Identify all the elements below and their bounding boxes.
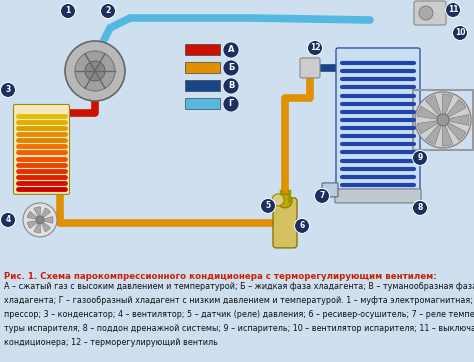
Text: В: В bbox=[228, 81, 234, 90]
Circle shape bbox=[419, 6, 433, 20]
Text: 6: 6 bbox=[300, 222, 305, 230]
Bar bbox=[185, 45, 220, 55]
Circle shape bbox=[272, 194, 284, 206]
Wedge shape bbox=[426, 95, 443, 120]
Text: 4: 4 bbox=[5, 215, 10, 224]
Text: 1: 1 bbox=[65, 7, 71, 16]
Bar bbox=[185, 98, 220, 109]
Text: прессор; 3 – конденсатор; 4 – вентилятор; 5 – датчик (реле) давления; 6 – ресиве: прессор; 3 – конденсатор; 4 – вентилятор… bbox=[4, 310, 474, 319]
Text: Б: Б bbox=[228, 63, 234, 72]
Bar bbox=[185, 63, 220, 73]
Circle shape bbox=[278, 194, 292, 208]
Text: 2: 2 bbox=[105, 7, 110, 16]
Wedge shape bbox=[417, 120, 443, 134]
Text: 11: 11 bbox=[448, 5, 458, 14]
Wedge shape bbox=[34, 220, 40, 233]
Text: А – сжатый газ с высоким давлением и температурой; Б – жидкая фаза хладагента; В: А – сжатый газ с высоким давлением и тем… bbox=[4, 282, 474, 291]
Circle shape bbox=[294, 218, 310, 233]
Text: кондиционера; 12 – терморегулирующий вентиль: кондиционера; 12 – терморегулирующий вен… bbox=[4, 338, 218, 347]
Wedge shape bbox=[40, 220, 50, 232]
Circle shape bbox=[437, 114, 449, 126]
FancyBboxPatch shape bbox=[414, 1, 446, 25]
Circle shape bbox=[412, 201, 428, 215]
Wedge shape bbox=[426, 120, 443, 145]
Circle shape bbox=[315, 188, 329, 203]
Wedge shape bbox=[443, 114, 469, 125]
Text: 7: 7 bbox=[319, 191, 325, 201]
Wedge shape bbox=[443, 120, 466, 140]
Text: 8: 8 bbox=[417, 203, 423, 212]
Wedge shape bbox=[442, 94, 453, 120]
Wedge shape bbox=[40, 208, 50, 220]
Circle shape bbox=[261, 198, 275, 214]
Circle shape bbox=[223, 42, 239, 58]
Circle shape bbox=[85, 61, 105, 81]
Text: 3: 3 bbox=[5, 85, 10, 94]
Bar bbox=[185, 80, 220, 92]
Circle shape bbox=[223, 96, 239, 112]
Bar bbox=[413, 90, 473, 150]
Text: 10: 10 bbox=[455, 29, 465, 38]
Circle shape bbox=[223, 60, 239, 76]
Circle shape bbox=[36, 216, 44, 224]
Circle shape bbox=[446, 3, 461, 17]
Circle shape bbox=[23, 203, 57, 237]
Wedge shape bbox=[34, 207, 40, 220]
Circle shape bbox=[412, 151, 428, 165]
FancyBboxPatch shape bbox=[335, 189, 421, 203]
Circle shape bbox=[61, 4, 75, 18]
Text: Г: Г bbox=[228, 100, 234, 109]
Text: Рис. 1. Схема парокомпрессионного кондиционера с терморегулирующим вентилем:: Рис. 1. Схема парокомпрессионного кондиц… bbox=[4, 272, 437, 281]
Circle shape bbox=[65, 41, 125, 101]
Wedge shape bbox=[417, 106, 443, 120]
Circle shape bbox=[75, 51, 115, 91]
Wedge shape bbox=[27, 211, 40, 220]
Circle shape bbox=[453, 25, 467, 41]
Circle shape bbox=[0, 83, 16, 97]
FancyBboxPatch shape bbox=[322, 183, 338, 197]
FancyBboxPatch shape bbox=[336, 48, 420, 192]
Text: А: А bbox=[228, 46, 234, 54]
Wedge shape bbox=[443, 100, 466, 120]
Text: туры испарителя; 8 – поддон дренажной системы; 9 – испаритель; 10 – вентилятор и: туры испарителя; 8 – поддон дренажной си… bbox=[4, 324, 474, 333]
Wedge shape bbox=[442, 120, 453, 146]
Text: 9: 9 bbox=[418, 153, 423, 163]
FancyBboxPatch shape bbox=[13, 105, 70, 194]
FancyBboxPatch shape bbox=[273, 198, 297, 248]
Wedge shape bbox=[40, 216, 53, 223]
Text: 5: 5 bbox=[265, 201, 271, 210]
Circle shape bbox=[223, 78, 239, 94]
Circle shape bbox=[415, 92, 471, 148]
FancyBboxPatch shape bbox=[300, 58, 320, 78]
Text: 12: 12 bbox=[310, 43, 320, 52]
Text: хладагента; Г – газообразный хладагент с низким давлением и температурой. 1 – му: хладагента; Г – газообразный хладагент с… bbox=[4, 296, 474, 305]
Circle shape bbox=[308, 41, 322, 55]
Circle shape bbox=[100, 4, 116, 18]
Wedge shape bbox=[27, 220, 40, 228]
Circle shape bbox=[0, 212, 16, 227]
